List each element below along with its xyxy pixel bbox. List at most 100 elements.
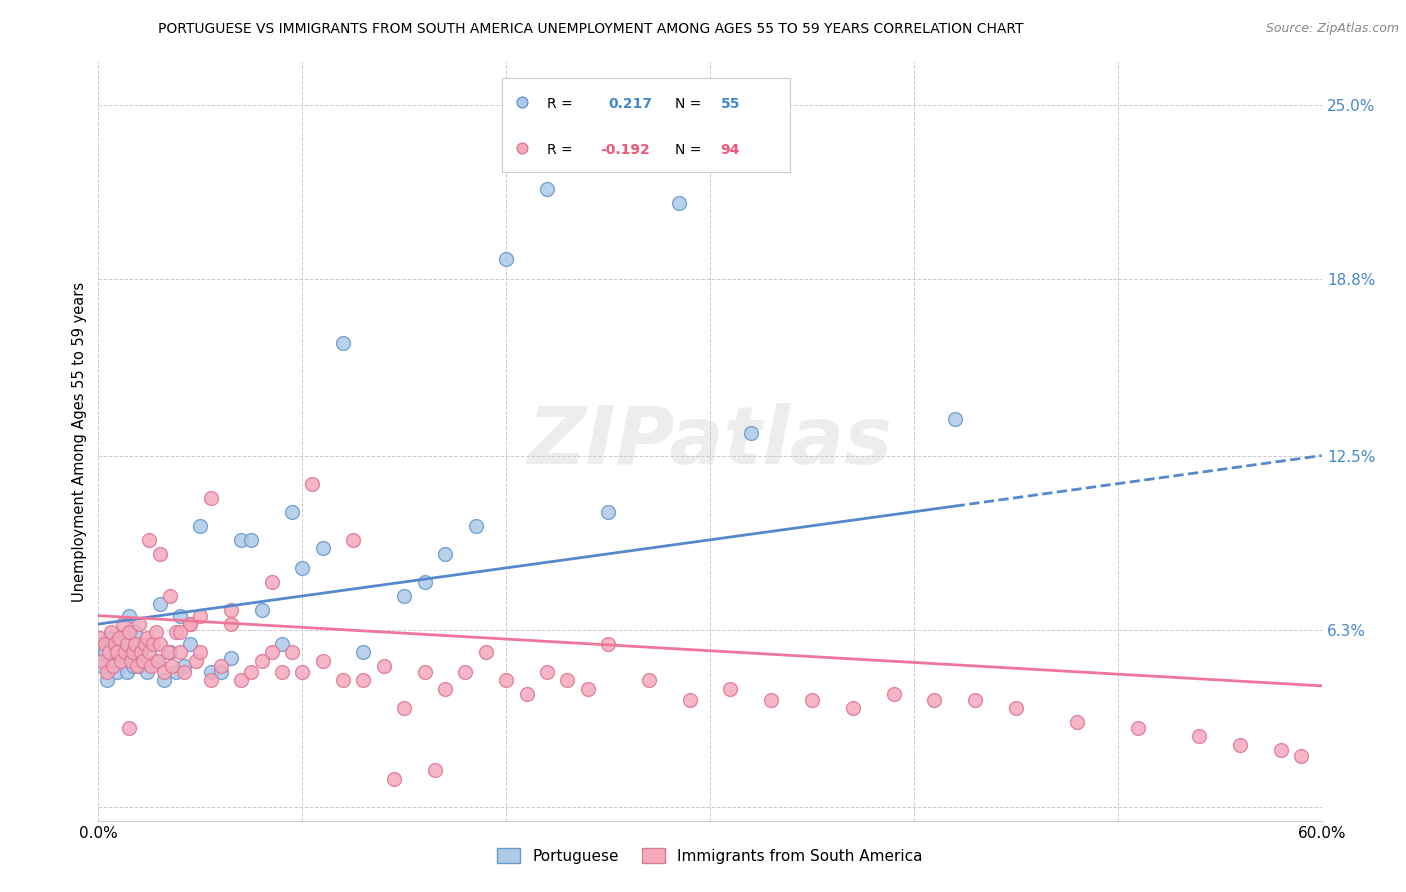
Point [270,665,294,679]
Point [761,693,783,707]
Point [342,533,364,547]
Point [637,673,661,688]
Point [392,701,416,715]
Point [240,665,263,679]
Point [118,625,141,640]
Point [474,645,498,659]
Point [105,645,128,659]
Point [149,547,172,561]
Point [127,645,149,659]
Point [129,645,152,659]
Point [219,617,242,632]
Point [240,533,263,547]
Point [152,665,174,679]
Point [108,631,131,645]
Point [1229,738,1251,752]
Legend: Portuguese, Immigrants from South America: Portuguese, Immigrants from South Americ… [491,842,929,870]
Point [111,645,134,659]
Point [464,518,486,533]
Point [152,673,174,688]
Point [883,687,905,701]
Point [301,476,323,491]
Point [142,637,165,651]
Point [122,645,145,659]
Point [136,631,159,645]
Point [89,631,111,645]
Text: ZIPatlas: ZIPatlas [527,402,893,481]
Point [128,659,150,673]
Point [169,625,191,640]
Point [209,659,232,673]
Point [93,637,115,651]
Point [434,681,457,696]
Point [110,654,132,668]
Point [149,598,172,612]
Point [179,617,201,632]
Point [186,654,208,668]
Point [841,701,863,715]
Text: PORTUGUESE VS IMMIGRANTS FROM SOUTH AMERICA UNEMPLOYMENT AMONG AGES 55 TO 59 YEA: PORTUGUESE VS IMMIGRANTS FROM SOUTH AMER… [157,22,1024,37]
Point [219,650,242,665]
Point [413,574,436,589]
Point [159,589,181,603]
Point [138,645,160,659]
Point [270,637,294,651]
Point [93,645,115,659]
Point [332,336,354,351]
Point [943,412,966,426]
Point [250,603,273,617]
Point [965,693,987,707]
Point [434,547,457,561]
Text: Source: ZipAtlas.com: Source: ZipAtlas.com [1265,22,1399,36]
Point [231,673,253,688]
Point [291,665,314,679]
Point [120,645,142,659]
Point [141,659,163,673]
Point [352,673,374,688]
Point [413,665,436,679]
Point [312,541,335,556]
Point [165,625,187,640]
Point [801,693,824,707]
Point [555,673,579,688]
Point [1270,743,1292,757]
Point [132,654,155,668]
Point [260,574,283,589]
Point [200,491,222,505]
Point [127,659,149,673]
Point [352,645,374,659]
Point [200,665,222,679]
Point [1188,730,1211,744]
Point [100,659,122,673]
Point [173,659,195,673]
Point [159,645,181,659]
Point [169,608,191,623]
Point [101,637,124,651]
Point [129,645,152,659]
Point [124,625,146,640]
Point [91,654,114,668]
Point [120,654,142,668]
Point [668,195,690,210]
Point [114,631,136,645]
Point [598,637,620,651]
Point [104,637,127,651]
Point [132,637,155,651]
Point [156,645,179,659]
Point [141,637,163,651]
Point [115,665,138,679]
Point [382,772,405,786]
Point [516,687,538,701]
Point [576,681,599,696]
Point [165,665,187,679]
Point [97,645,120,659]
Point [96,665,118,679]
Point [138,533,160,547]
Point [679,693,702,707]
Point [1291,749,1313,764]
Point [145,654,167,668]
Point [122,659,145,673]
Point [105,665,128,679]
Point [115,637,138,651]
Point [179,637,201,651]
